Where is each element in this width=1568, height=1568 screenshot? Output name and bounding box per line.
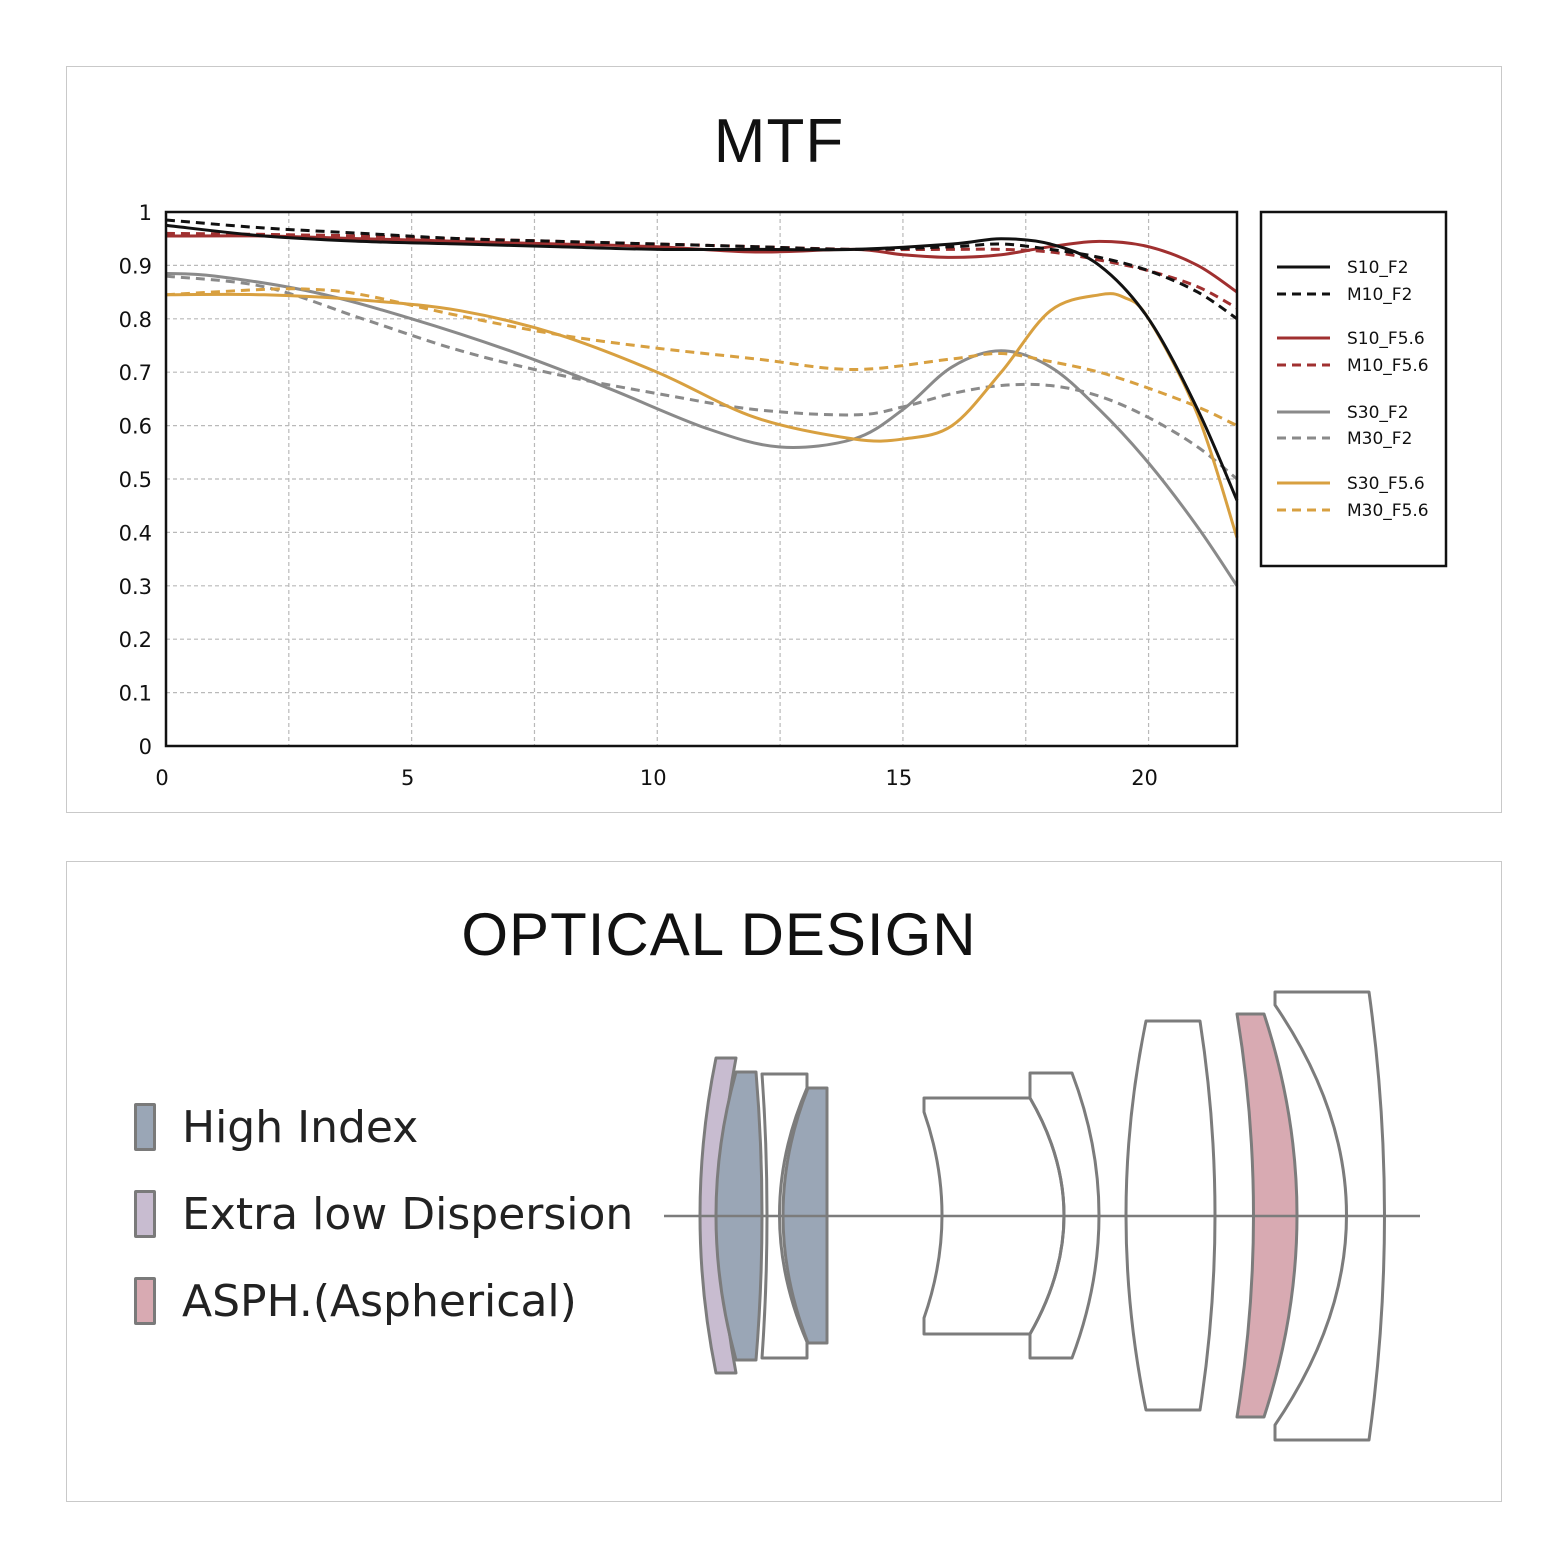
key-high-index: High Index <box>134 1100 418 1154</box>
x-tick-label: 20 <box>1131 766 1158 790</box>
series-line-m10_f5-6 <box>165 231 1238 310</box>
legend-label: M30_F2 <box>1347 429 1412 449</box>
optical-design-title: OPTICAL DESIGN <box>461 901 977 968</box>
chart-legend: S10_F2 M10_F2 S10_F5.6 M10_F5.6 S30_F2 M30_F2… <box>1277 258 1429 521</box>
legend-label: S30_F5.6 <box>1347 474 1425 494</box>
y-tick-label: 1 <box>139 201 152 225</box>
chart-grid <box>166 212 1237 746</box>
series-line-s30_f2 <box>165 271 1239 587</box>
x-tick-label: 0 <box>155 766 168 790</box>
series-line-s10_f5-6 <box>165 234 1238 294</box>
chart-series <box>165 218 1239 587</box>
y-tick-labels: 0 0.1 0.2 0.3 0.4 0.5 0.6 0.7 0.8 0.9 1 <box>119 201 152 759</box>
key-label-high-index: High Index <box>182 1101 419 1153</box>
key-label-ed: Extra low Dispersion <box>182 1188 634 1240</box>
legend-label: S10_F5.6 <box>1347 329 1425 349</box>
y-tick-label: 0.9 <box>119 254 152 278</box>
y-tick-label: 0.7 <box>119 361 152 385</box>
series-line-m10_f2 <box>165 218 1238 321</box>
x-tick-label: 15 <box>886 766 913 790</box>
y-tick-label: 0.8 <box>119 308 152 332</box>
plot-frame <box>164 210 1239 748</box>
legend-label: S30_F2 <box>1347 403 1409 423</box>
y-tick-label: 0.3 <box>119 575 152 599</box>
series-line-s30_f5-6 <box>165 292 1239 539</box>
mtf-chart: 0 0.1 0.2 0.3 0.4 0.5 0.6 0.7 0.8 0.9 1 0 5 10 15 20 S… <box>119 201 1448 790</box>
asph-swatch <box>134 1277 156 1325</box>
legend-label: S10_F2 <box>1347 258 1409 278</box>
y-tick-label: 0.2 <box>119 628 152 652</box>
series-line-s10_f2 <box>165 223 1239 501</box>
series-line-m30_f2 <box>165 274 1238 481</box>
y-tick-label: 0.1 <box>119 682 152 706</box>
ed-swatch <box>134 1190 156 1238</box>
key-label-asph: ASPH.(Aspherical) <box>182 1275 577 1327</box>
mtf-panel <box>66 66 1502 813</box>
mtf-title: MTF <box>713 107 845 176</box>
y-tick-label: 0 <box>139 735 152 759</box>
legend-label: M10_F2 <box>1347 285 1412 305</box>
x-tick-label: 5 <box>401 766 414 790</box>
legend-label: M30_F5.6 <box>1347 501 1429 521</box>
series-line-m30_f5-6 <box>165 287 1238 427</box>
legend-label: M10_F5.6 <box>1347 356 1429 376</box>
x-tick-labels: 0 5 10 15 20 <box>155 766 1158 790</box>
y-tick-label: 0.5 <box>119 468 152 492</box>
y-tick-label: 0.4 <box>119 521 152 545</box>
x-tick-label: 10 <box>640 766 667 790</box>
legend-box <box>1259 210 1448 568</box>
y-tick-label: 0.6 <box>119 415 152 439</box>
high-index-swatch <box>134 1103 156 1151</box>
key-extra-low-dispersion: Extra low Dispersion <box>134 1187 633 1241</box>
key-aspherical: ASPH.(Aspherical) <box>134 1274 577 1328</box>
